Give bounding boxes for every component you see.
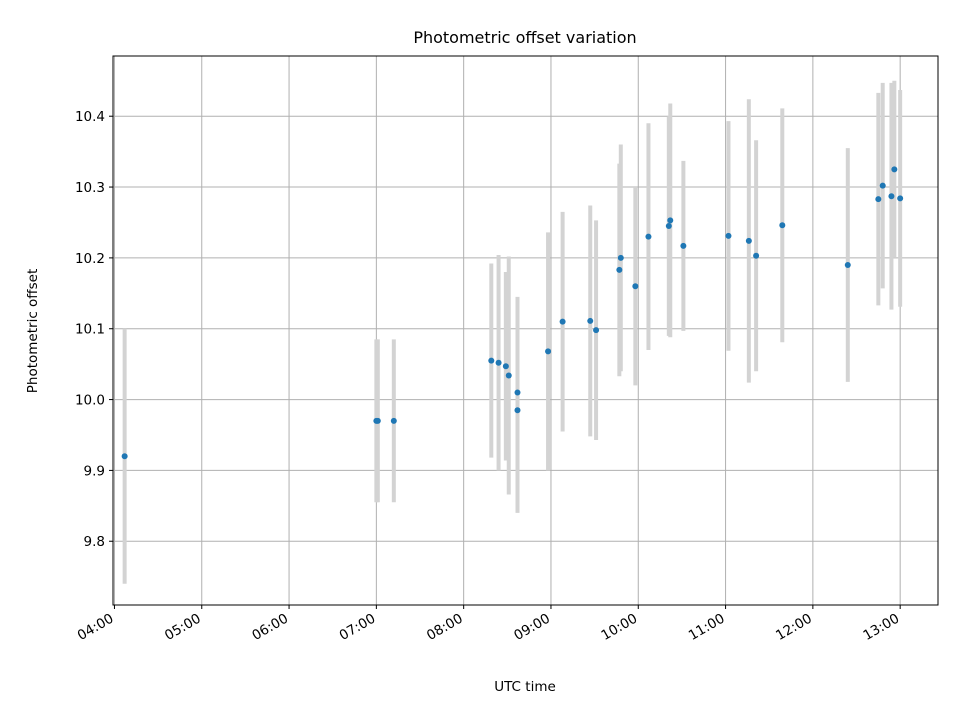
x-tick-label: 11:00 — [686, 611, 728, 644]
y-tick-label: 10.4 — [75, 109, 105, 125]
data-point — [488, 357, 495, 364]
x-axis-ticks: 04:00 05:00 06:00 07:00 08:00 09:00 10:00 11:00… — [75, 605, 902, 644]
x-tick-label: 08:00 — [424, 611, 466, 644]
data-point — [374, 417, 381, 424]
y-tick-label: 10.0 — [75, 393, 105, 409]
y-tick-label: 10.1 — [75, 322, 105, 338]
data-point — [514, 389, 521, 396]
y-tick-label: 9.9 — [84, 463, 105, 479]
x-tick-label: 05:00 — [162, 611, 204, 644]
x-tick-label: 06:00 — [249, 611, 291, 644]
data-point — [390, 417, 397, 424]
x-tick-label: 07:00 — [337, 611, 379, 644]
y-tick-label: 10.2 — [75, 251, 105, 267]
data-point — [844, 261, 851, 268]
x-tick-label: 13:00 — [860, 611, 902, 644]
x-tick-label: 04:00 — [75, 611, 117, 644]
y-axis-ticks: 9.8 9.9 10.0 10.1 10.2 10.3 10.4 — [75, 109, 113, 550]
data-point — [495, 359, 502, 366]
data-point — [616, 266, 623, 273]
x-axis-label: UTC time — [494, 679, 556, 695]
data-point — [779, 222, 786, 229]
data-point — [502, 363, 509, 370]
data-point — [593, 327, 600, 334]
y-tick-label: 10.3 — [75, 180, 105, 196]
data-point — [617, 254, 624, 261]
plot-frame — [112, 55, 939, 606]
grid — [113, 56, 938, 605]
data-point — [121, 453, 128, 460]
data-points — [121, 166, 904, 460]
data-point — [632, 283, 639, 290]
data-point — [545, 348, 552, 355]
data-point — [587, 317, 594, 324]
data-point — [745, 237, 752, 244]
data-point — [680, 242, 687, 249]
y-tick-label: 9.8 — [84, 534, 105, 550]
data-point — [665, 223, 672, 230]
x-tick-label: 09:00 — [511, 611, 553, 644]
data-point — [753, 252, 760, 259]
data-point — [505, 372, 512, 379]
data-point — [645, 233, 652, 240]
data-point — [875, 196, 882, 203]
data-point — [891, 166, 898, 173]
x-tick-label: 12:00 — [773, 611, 815, 644]
chart-title: Photometric offset variation — [413, 28, 636, 47]
data-point — [888, 193, 895, 200]
x-tick-label: 10:00 — [599, 611, 641, 644]
data-point — [559, 318, 566, 325]
y-axis-label: Photometric offset — [25, 269, 41, 393]
data-point — [725, 232, 732, 239]
data-point — [514, 407, 521, 414]
errorbars — [122, 80, 903, 584]
data-point — [879, 182, 886, 189]
data-point — [897, 195, 904, 202]
data-point — [667, 217, 674, 224]
